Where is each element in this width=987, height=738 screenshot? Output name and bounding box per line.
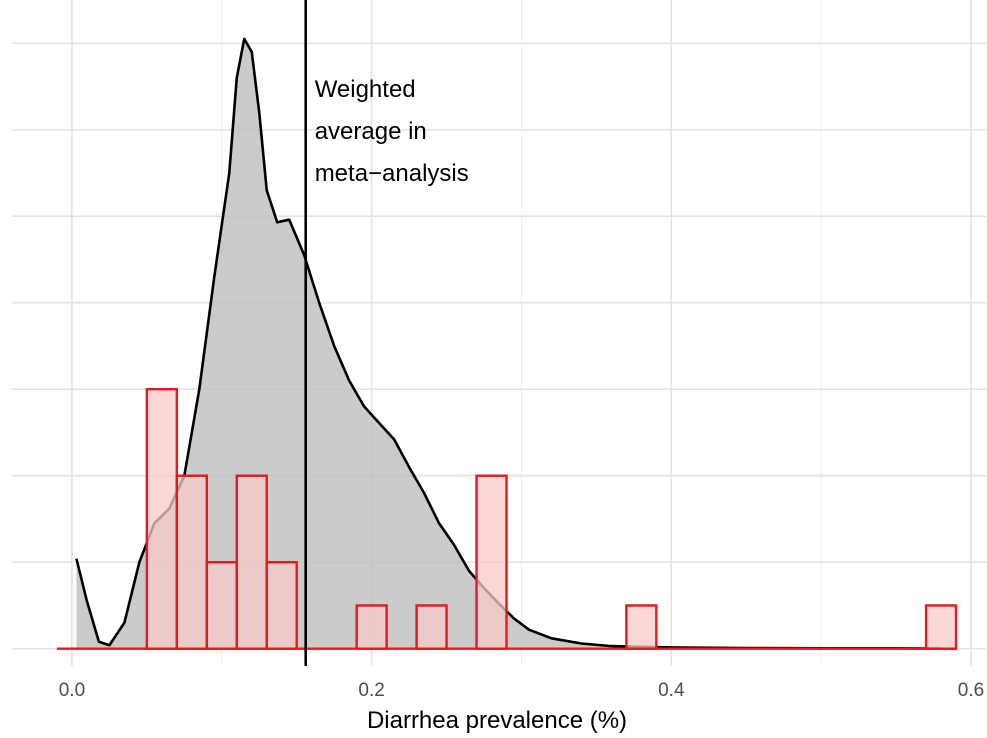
histogram-bar [265, 561, 298, 650]
x-tick-label: 0.2 [358, 680, 384, 701]
x-tick-label: 0.4 [658, 680, 685, 701]
density-area [76, 38, 942, 649]
x-tick-labels: 0.0 0.2 0.4 0.6 [59, 680, 984, 701]
reference-line-layer: Weighted average in meta−analysis [304, 0, 469, 666]
histogram-bar [235, 474, 268, 650]
histogram-bar [205, 561, 238, 650]
x-tick-label: 0.6 [958, 680, 984, 701]
weighted-average-label-line: average in [315, 118, 427, 145]
histogram-bar [175, 474, 208, 650]
histogram-bar [475, 474, 508, 650]
weighted-average-label-line: meta−analysis [315, 160, 469, 187]
x-tick-label: 0.0 [59, 680, 85, 701]
histogram-bar [415, 604, 448, 650]
histogram-bar [355, 604, 388, 650]
histogram-layer [56, 388, 958, 650]
x-axis-title: Diarrhea prevalence (%) [367, 707, 627, 734]
histogram-bar [924, 604, 958, 650]
histogram-bar [625, 604, 658, 650]
weighted-average-label-line: Weighted [315, 76, 416, 103]
histogram-bar [145, 388, 179, 650]
